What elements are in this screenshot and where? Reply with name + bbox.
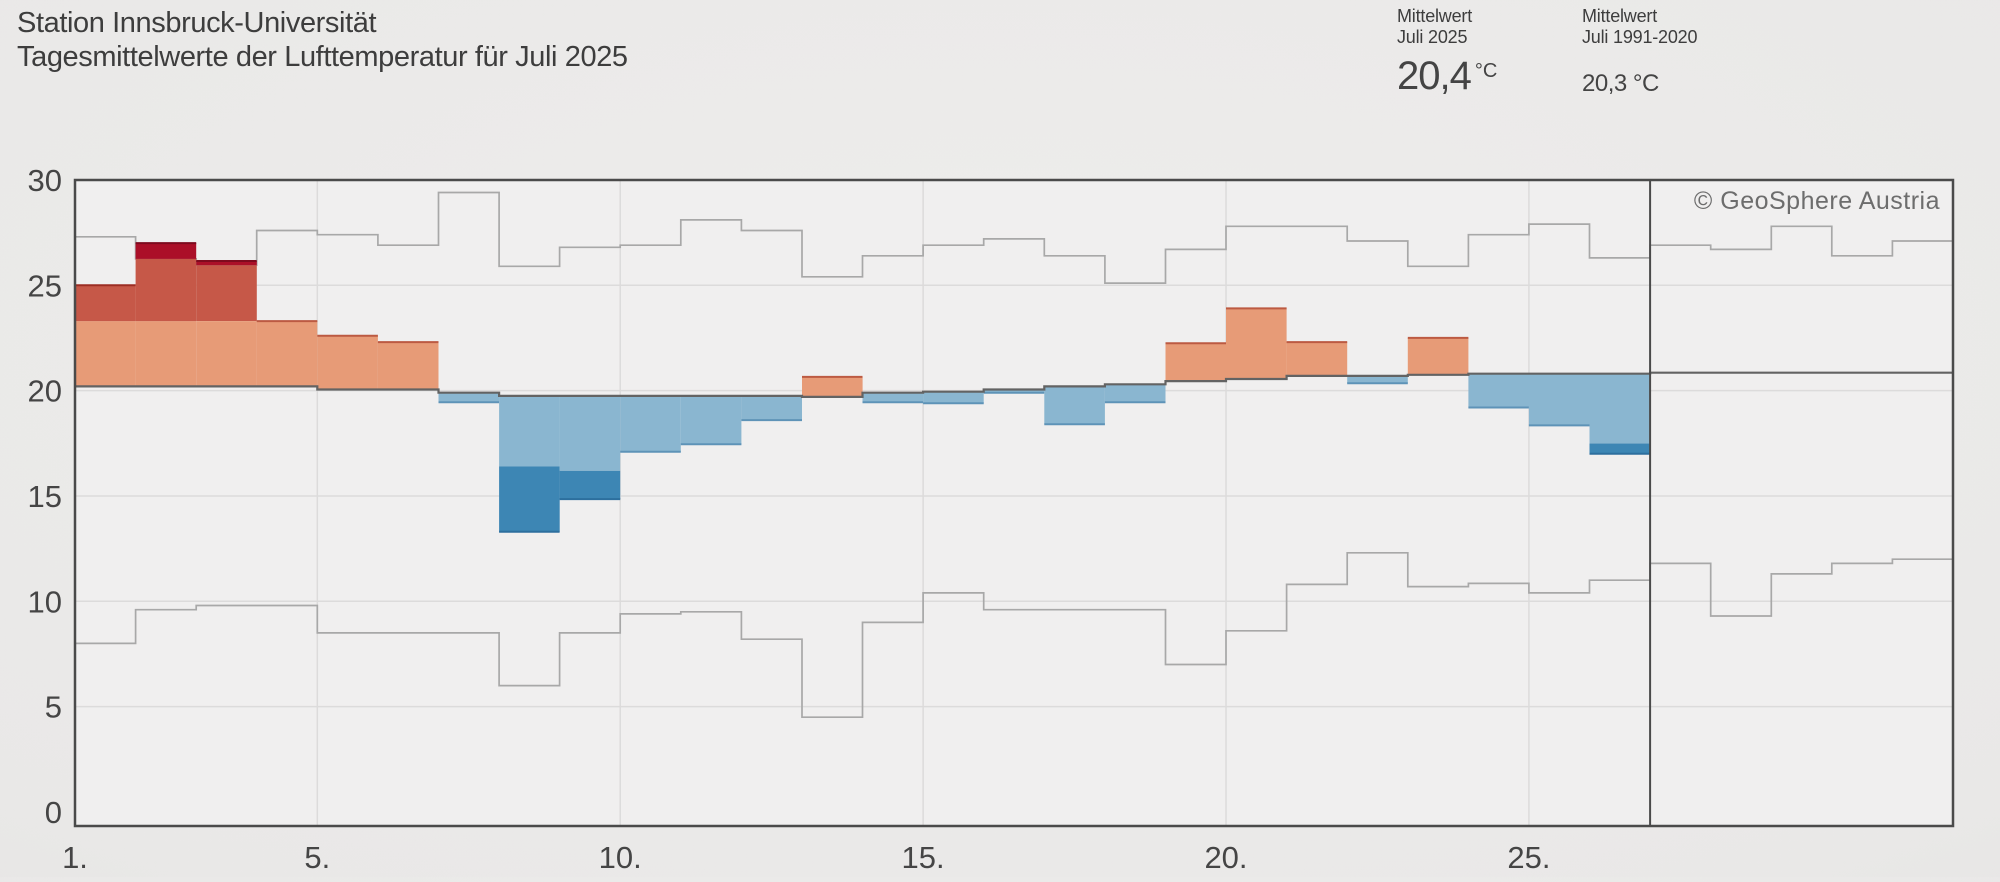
plot-area — [75, 180, 1953, 826]
x-tick-label: 5. — [304, 840, 330, 875]
day-4-bar-segment — [256, 321, 318, 387]
day-14-bar-segment — [862, 392, 924, 403]
day-8-bar-segment — [499, 466, 560, 532]
x-tick-label: 15. — [902, 840, 945, 875]
day-8-bar-segment — [499, 395, 560, 467]
day-2-bar-segment — [135, 258, 197, 322]
copyright-label: © GeoSphere Austria — [1694, 187, 1940, 215]
x-tick-label: 20. — [1204, 840, 1247, 875]
page-title: Station Innsbruck-Universität Tagesmitte… — [17, 6, 628, 74]
y-tick-label: 20 — [28, 374, 62, 409]
day-7-bar-segment — [438, 392, 500, 403]
day-3-bar-segment — [196, 261, 257, 266]
day-2-bar-segment — [135, 243, 197, 259]
day-13-bar-segment — [802, 376, 863, 397]
day-23-bar-segment — [1407, 337, 1469, 375]
y-tick-label: 10 — [28, 584, 62, 619]
day-3-bar-segment — [196, 321, 257, 387]
x-axis-labels: 1. 5. 10. 15. 20. 25. — [62, 840, 1550, 875]
day-15-bar-segment — [923, 391, 984, 404]
x-tick-label: 1. — [62, 840, 88, 875]
day-9-bar-segment — [559, 395, 621, 471]
stat-value-climate: 20,3 °C — [1582, 70, 1659, 97]
day-12-bar-segment — [741, 395, 802, 421]
plot-frame — [73, 178, 1955, 828]
y-tick-label: 0 — [45, 795, 62, 830]
chart-subtitle: Tagesmittelwerte der Lufttemperatur für … — [17, 41, 628, 73]
y-tick-label: 25 — [28, 268, 62, 303]
daily-mean-bars — [75, 242, 1651, 533]
day-26-bar-segment — [1589, 443, 1651, 454]
day-16-bar-segment — [983, 389, 1045, 393]
stat-value-current: 20,4 °C — [1397, 54, 1498, 98]
day-17-bar-segment — [1044, 386, 1105, 425]
y-tick-label: 30 — [28, 163, 62, 198]
day-21-bar-segment — [1286, 342, 1348, 376]
unit-label: °C — [1474, 60, 1498, 82]
climate-mean-line — [75, 371, 1953, 398]
day-26-bar-segment — [1589, 373, 1651, 444]
stat-label: Mittelwert Juli 2025 — [1397, 6, 1473, 47]
day-25-bar-segment — [1528, 373, 1590, 426]
day-9-bar-segment — [559, 470, 621, 500]
y-tick-label: 15 — [28, 479, 62, 514]
day-24-bar-segment — [1468, 373, 1529, 408]
station-name: Station Innsbruck-Universität — [17, 7, 377, 39]
day-3-bar-segment — [196, 265, 257, 321]
y-axis-labels: 0 5 10 15 20 25 30 — [28, 163, 62, 830]
stat-label: Mittelwert Juli 1991-2020 — [1582, 6, 1698, 47]
day-1-bar-segment — [75, 321, 136, 387]
day-2-bar-segment — [135, 321, 197, 387]
day-10-bar-segment — [620, 395, 681, 452]
day-1-bar-segment — [75, 285, 136, 322]
y-tick-label: 5 — [45, 690, 62, 725]
day-11-bar-segment — [680, 395, 742, 445]
day-18-bar-segment — [1104, 384, 1166, 403]
day-6-bar-segment — [377, 342, 439, 390]
stat-mean-climate: Mittelwert Juli 1991-2020 20,3 °C — [1582, 6, 1698, 97]
stat-mean-july-2025: Mittelwert Juli 2025 20,4 °C — [1397, 6, 1497, 98]
day-20-bar-segment — [1226, 308, 1287, 379]
x-tick-label: 10. — [599, 840, 642, 875]
x-tick-label: 25. — [1507, 840, 1550, 875]
day-5-bar-segment — [317, 335, 378, 390]
day-19-bar-segment — [1165, 343, 1227, 382]
day-22-bar-segment — [1347, 375, 1408, 384]
